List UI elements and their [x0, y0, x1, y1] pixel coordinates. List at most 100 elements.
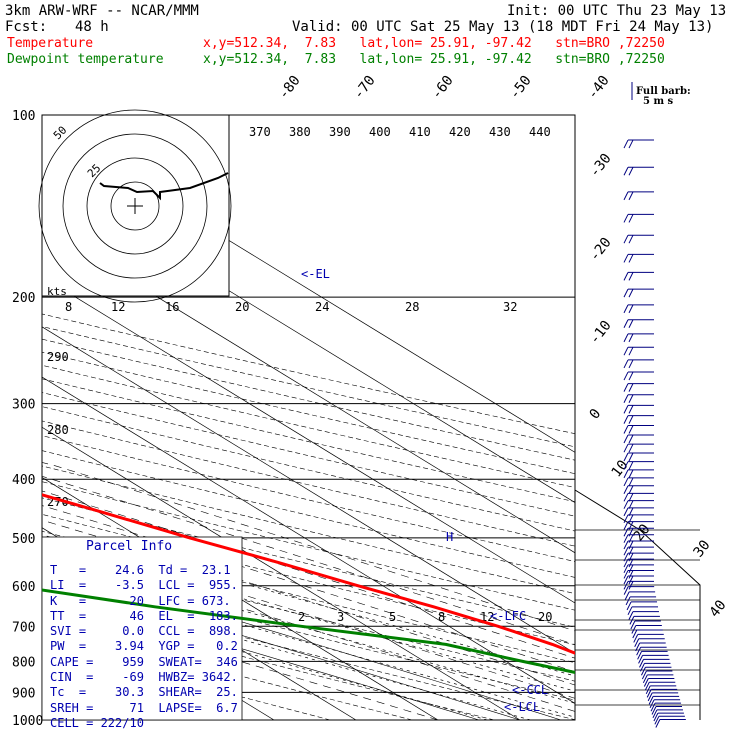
speed-label: 12: [111, 300, 125, 314]
wind-barb-feather: [649, 699, 655, 709]
sounding-profiles: [42, 493, 575, 674]
dry-adiabat: [42, 465, 575, 594]
wind-barb-feather: [623, 528, 629, 537]
parcel-info-row: CAPE = 959 SWEAT= 346: [50, 654, 238, 669]
wind-barb-feather: [631, 625, 637, 634]
wind-barb-feather: [635, 642, 641, 652]
dewpoint-profile: [42, 588, 575, 674]
temperature-label: 30: [691, 537, 714, 560]
wind-barb-feather: [623, 461, 629, 470]
dry-adiabat: [42, 497, 575, 628]
temperature-label: -40: [585, 73, 613, 103]
isotherm: [42, 225, 575, 554]
wind-barb-feather: [628, 461, 634, 470]
wind-barb-feather: [623, 575, 629, 585]
parcel-info-row: CELL = 222/10: [50, 715, 144, 730]
wind-barb-feather: [624, 591, 630, 601]
pressure-label: 500: [12, 532, 35, 547]
forecast-label: Fcst:: [5, 19, 48, 35]
wind-barb-feather: [628, 272, 634, 281]
dry-adiabat: [42, 338, 575, 461]
wind-barb-feather: [650, 702, 656, 712]
plot-border: [41, 114, 576, 721]
wind-barb-feather: [623, 214, 629, 223]
wind-barb-feather: [623, 405, 629, 414]
parcel-info-row: Tc = 30.3 SHEAR= 25.: [50, 685, 238, 700]
pressure-label: 400: [12, 473, 35, 488]
theta-label: 440: [529, 125, 551, 139]
wind-barb-feather: [628, 234, 634, 244]
wind-barb-feather: [625, 596, 631, 606]
parcel-info-row: T = 24.6 Td = 23.1: [50, 563, 231, 577]
wind-barb-feather: [634, 638, 640, 647]
theta-label: 420: [449, 125, 471, 139]
pressure-label: 700: [12, 620, 35, 635]
wind-legend-line1: Full barb:: [636, 86, 691, 97]
wind-barb-feather: [628, 581, 634, 590]
speed-label: 32: [503, 300, 517, 314]
theta-e-label: 290: [47, 350, 69, 364]
wind-barb-feather: [654, 716, 660, 725]
wind-barb-feather: [628, 359, 634, 369]
mixing-ratio-line: [196, 585, 575, 692]
parcel-info-title: Parcel Info: [86, 539, 173, 554]
wind-barb-feather: [623, 288, 629, 298]
pressure-label: 900: [12, 686, 35, 701]
wind-barb-feather: [623, 319, 629, 328]
wind-barb-feather: [623, 586, 629, 595]
wind-barb-feather: [623, 558, 629, 568]
wind-barb-feather: [647, 692, 653, 702]
wind-barb-feather: [623, 507, 629, 517]
wind-barb-feather: [623, 234, 629, 244]
wind-barb-feather: [623, 191, 629, 201]
temperature-label: 40: [707, 597, 730, 620]
wind-barb-feather: [623, 333, 629, 343]
wind-barb-feather: [623, 477, 629, 487]
wind-barb-feather: [628, 333, 634, 343]
wind-barb-feather: [628, 570, 634, 579]
speed-label: 20: [235, 300, 249, 314]
wind-barb-feather: [628, 383, 634, 392]
wind-barb-feather: [623, 493, 629, 502]
wind-barb-feather: [628, 346, 634, 356]
dry-adiabat: [42, 450, 575, 578]
wind-barb-feather: [623, 346, 629, 356]
temperature-label: -60: [429, 73, 457, 103]
wind-barb-feather: [628, 477, 634, 487]
speed-label: 8: [65, 300, 72, 314]
dry-adiabat: [42, 481, 575, 611]
valid-time: Valid: 00 UTC Sat 25 May 13 (18 MDT Fri …: [292, 19, 714, 35]
wind-barb-feather: [623, 415, 629, 424]
temperature-label: -30: [587, 151, 615, 181]
wind-barb-feather: [639, 659, 644, 668]
legend-dewpoint-info: x,y=512.34, 7.83 lat,lon= 25.91, -97.42 …: [203, 52, 665, 67]
wind-barb-feather: [643, 678, 649, 687]
wind-barb-feather: [628, 575, 634, 585]
right-boundary: [574, 489, 701, 720]
wind-barb-feather: [640, 663, 645, 672]
wind-barb-feather: [628, 558, 634, 568]
wind-barb-feather: [626, 601, 632, 611]
theta-e-label: 280: [47, 423, 69, 437]
wind-barb-feather: [628, 415, 634, 424]
theta-label: 380: [289, 125, 311, 139]
wind-barb-feather: [627, 606, 633, 616]
pressure-label: 1000: [12, 714, 43, 729]
wind-barb-feather: [652, 709, 658, 719]
wind-barb-feather: [628, 443, 634, 453]
mixing-ratio-label: 8: [438, 610, 445, 624]
wind-barb-feather: [628, 304, 634, 314]
isotherm: [42, 477, 439, 720]
wind-barb-feather: [628, 546, 634, 556]
speed-label: 24: [315, 300, 329, 314]
wind-barb-feather: [623, 581, 629, 590]
wind-barb-feather: [640, 666, 646, 676]
wind-barb-feather: [628, 452, 634, 462]
parcel-info-row: SVI = 0.0 CCL = 898.: [50, 624, 238, 639]
wind-barb-feather: [623, 500, 629, 509]
parcel-info-row: TT = 46 EL = 183.: [50, 608, 238, 623]
hodograph-ring: [38, 109, 232, 303]
wind-barb-feather: [653, 712, 659, 722]
dry-adiabat: [42, 351, 575, 474]
